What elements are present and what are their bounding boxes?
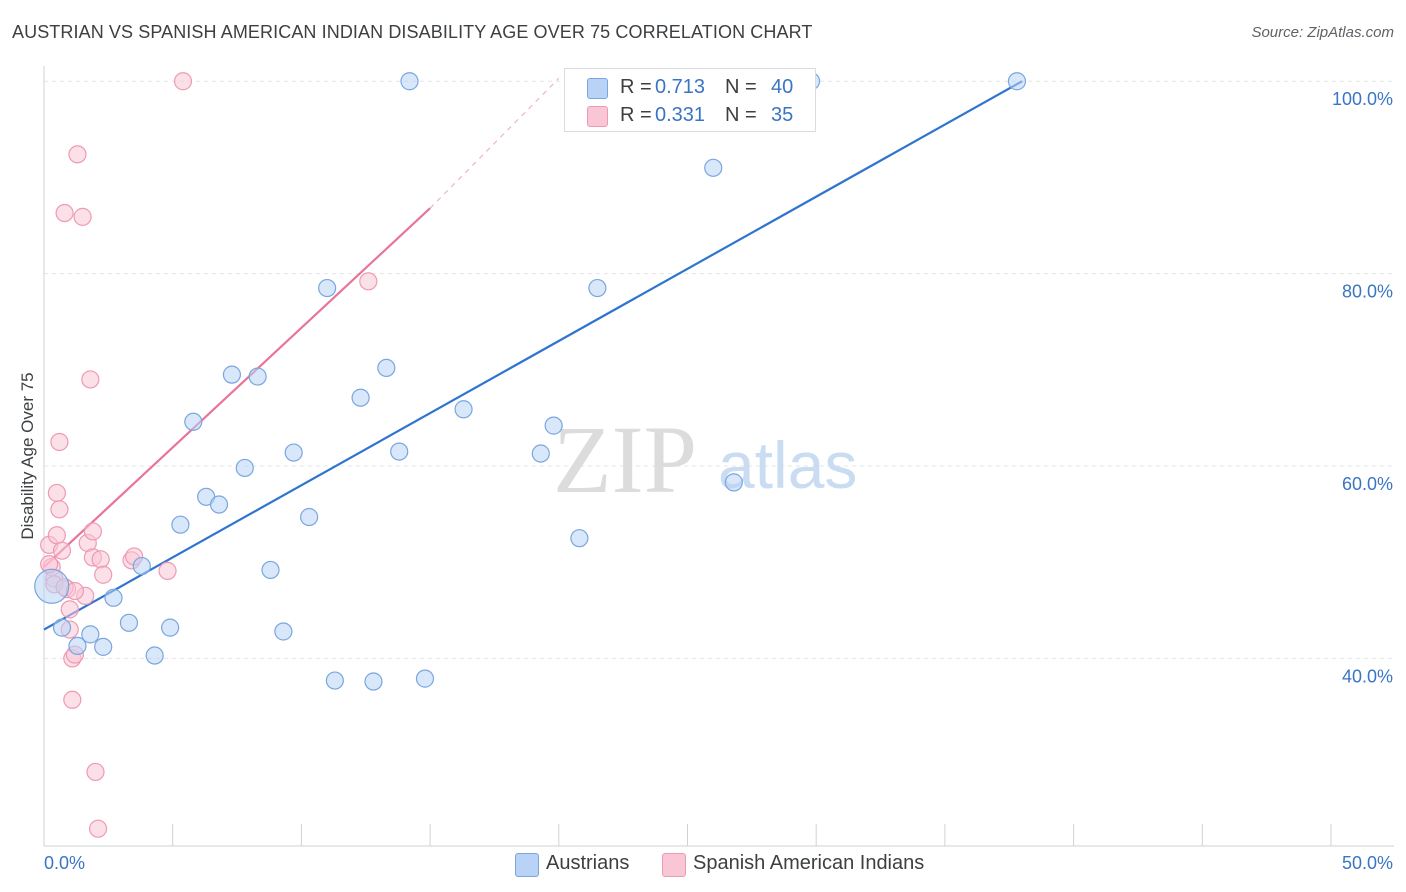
point-austrians [34, 568, 70, 604]
trend-layer [43, 77, 1023, 631]
y-tick-label: 80.0% [1342, 282, 1393, 302]
legend-swatch-austrians [515, 853, 539, 877]
legend-label-spanish: Spanish American Indians [693, 852, 925, 874]
legend-n-label: N = [725, 76, 757, 98]
point-spanish [50, 500, 69, 519]
point-austrians [415, 669, 435, 688]
legend-swatch-austrians [587, 78, 608, 99]
legend-r-value-austrians: 0.713 [655, 76, 706, 98]
axis-layer [43, 66, 1394, 847]
point-spanish [158, 561, 177, 580]
source-label: Source: ZipAtlas.com [1251, 24, 1394, 41]
stats-legend: R = 0.713 N = 40 R = 0.331 N = 35 [564, 68, 816, 132]
point-austrians [209, 495, 229, 514]
legend-r-label: R = [620, 104, 652, 126]
point-spanish [81, 370, 100, 389]
y-tick-label: 100.0% [1332, 89, 1393, 109]
point-austrians [94, 637, 113, 656]
watermark-atlas: atlas [718, 428, 857, 502]
point-spanish [47, 526, 66, 545]
point-spanish [60, 600, 79, 619]
legend-swatch-spanish [587, 106, 608, 127]
point-spanish [63, 690, 82, 709]
legend-r-value-spanish: 0.331 [655, 104, 706, 126]
point-austrians [261, 560, 280, 580]
legend-n-value-spanish: 35 [771, 104, 794, 126]
y-tick-label: 60.0% [1342, 474, 1393, 494]
x-tick-label-min: 0.0% [44, 853, 85, 873]
chart-title: AUSTRIAN VS SPANISH AMERICAN INDIAN DISA… [12, 22, 813, 42]
point-austrians [390, 442, 409, 461]
point-austrians [161, 618, 180, 637]
point-austrians [1007, 72, 1027, 91]
point-spanish [83, 522, 103, 541]
point-austrians [284, 443, 303, 462]
point-spanish [55, 203, 74, 223]
point-spanish [47, 483, 66, 503]
point-austrians [544, 416, 563, 435]
point-austrians [248, 367, 267, 386]
point-spanish [73, 207, 92, 226]
point-spanish [86, 762, 105, 782]
point-spanish [88, 819, 108, 838]
point-austrians [81, 625, 100, 644]
y-tick-label: 40.0% [1342, 666, 1393, 686]
point-austrians [145, 646, 164, 665]
point-austrians [704, 158, 723, 177]
point-austrians [454, 400, 473, 419]
legend-swatch-spanish [662, 853, 686, 877]
trend-line-spanish-extension [429, 77, 560, 209]
point-austrians [318, 278, 337, 298]
trend-line-spanish [43, 207, 431, 568]
y-axis-label: Disability Age Over 75 [18, 372, 37, 539]
point-austrians [364, 672, 383, 691]
point-austrians [222, 365, 242, 384]
legend-label-austrians: Austrians [546, 852, 630, 874]
legend-r-label: R = [620, 76, 652, 98]
point-austrians [570, 529, 589, 548]
point-austrians [119, 613, 139, 632]
point-spanish [359, 272, 378, 291]
point-austrians [531, 444, 550, 463]
legend-n-label: N = [725, 104, 757, 126]
point-austrians [68, 636, 87, 656]
point-austrians [377, 358, 396, 378]
x-tick-label-max: 50.0% [1342, 853, 1393, 873]
point-austrians [351, 388, 370, 407]
point-austrians [300, 507, 319, 527]
point-austrians [171, 515, 190, 534]
point-austrians [52, 618, 72, 637]
point-austrians [400, 72, 419, 91]
point-austrians [588, 278, 607, 298]
point-austrians [274, 622, 293, 641]
trend-line-austrians [43, 80, 1023, 631]
point-austrians [325, 671, 344, 690]
point-spanish [91, 550, 110, 569]
point-austrians [132, 556, 151, 576]
point-spanish [173, 72, 193, 91]
points-layer [34, 72, 1027, 838]
point-austrians [184, 412, 203, 431]
point-austrians [235, 458, 254, 478]
grid-layer: 40.0% 60.0% 80.0% 100.0% [44, 80, 1394, 686]
legend-n-value-austrians: 40 [771, 76, 794, 98]
point-austrians [724, 473, 743, 492]
point-spanish [68, 145, 87, 164]
point-spanish [52, 541, 72, 560]
watermark-zip: ZIP [553, 406, 697, 513]
point-austrians [104, 588, 123, 607]
point-spanish [94, 565, 113, 584]
point-spanish [50, 432, 69, 452]
